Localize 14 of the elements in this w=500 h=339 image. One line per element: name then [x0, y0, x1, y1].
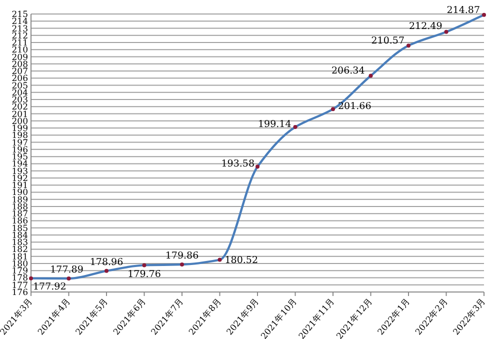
data-label: 214.87	[446, 4, 480, 16]
data-label: 178.96	[90, 256, 124, 268]
data-label: 179.76	[128, 269, 161, 280]
data-label: 212.49	[409, 20, 442, 32]
data-label: 177.92	[33, 281, 66, 292]
data-label: 193.58	[221, 158, 254, 170]
data-label: 179.86	[165, 250, 199, 262]
y-tick-label: 176	[12, 288, 28, 298]
data-label: 206.34	[332, 66, 365, 77]
data-label: 180.52	[224, 254, 258, 266]
data-label: 210.57	[371, 36, 404, 47]
data-label: 177.89	[50, 264, 84, 276]
data-label: 201.66	[338, 101, 372, 112]
data-label: 199.14	[258, 119, 292, 130]
